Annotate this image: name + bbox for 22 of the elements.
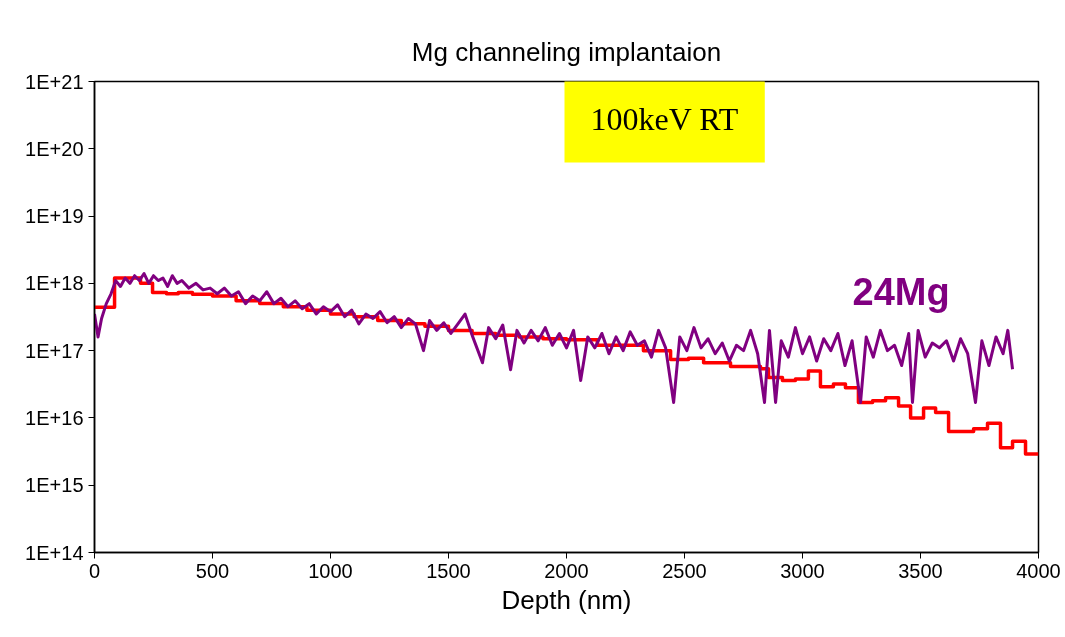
- x-tick-label: 1000: [308, 559, 353, 582]
- y-tick-label: 1E+21: [25, 70, 84, 93]
- y-tick-label: 1E+20: [25, 137, 84, 160]
- x-tick-label: 3000: [780, 559, 825, 582]
- y-tick-label: 1E+18: [25, 272, 84, 295]
- y-tick-label: 1E+14: [25, 541, 84, 564]
- x-tick-label: 4000: [1016, 559, 1061, 582]
- annotation: 100keV RT: [590, 100, 739, 137]
- x-tick-label: 1500: [426, 559, 471, 582]
- x-tick-label: 500: [195, 559, 230, 582]
- y-tick-label: 1E+15: [25, 474, 84, 497]
- x-tick-label: 2500: [662, 559, 707, 582]
- y-tick-label: 1E+19: [25, 205, 84, 228]
- x-tick-label: 2000: [544, 559, 589, 582]
- x-tick-label: 3500: [898, 559, 943, 582]
- line-series: [94, 272, 1015, 404]
- series-label: 24Mg: [852, 270, 950, 313]
- x-tick-label: 0: [88, 559, 101, 582]
- chart-title: Mg channeling implantaion: [411, 36, 722, 67]
- y-tick-label: 1E+17: [25, 339, 84, 362]
- y-tick-label: 1E+16: [25, 406, 84, 429]
- x-axis-title: Depth (nm): [501, 584, 632, 615]
